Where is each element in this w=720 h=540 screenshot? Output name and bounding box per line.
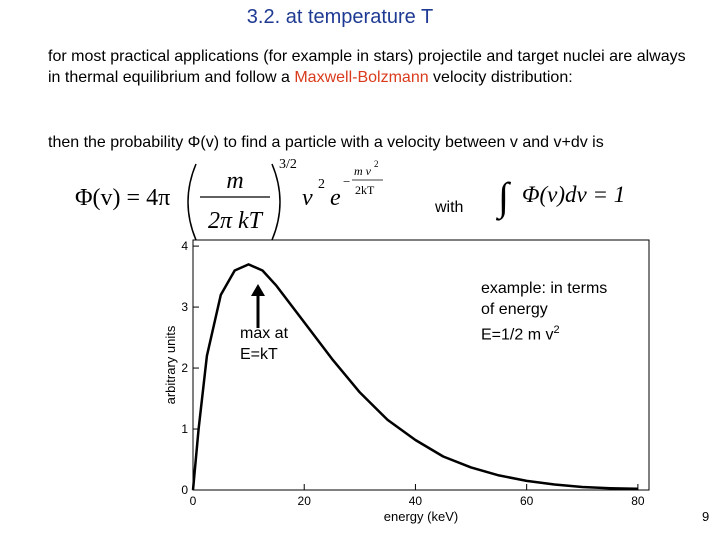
arrow-head (251, 284, 265, 296)
paren (271, 163, 281, 241)
annotation-line: E=1/2 m v (481, 326, 554, 344)
power: 3/2 (279, 157, 297, 172)
normalization: Φ(v)dv = 1 (522, 182, 625, 207)
probability-text: then the probability Φ(v) to find a part… (48, 134, 604, 151)
slide-title: 3.2. at temperature T (246, 6, 434, 28)
intro-paragraph: for most practical applications (for exa… (48, 46, 698, 88)
paren (187, 163, 197, 241)
annotation-line: max at (240, 325, 289, 342)
power: 2 (374, 159, 379, 169)
exp-denominator: 2kT (355, 183, 375, 197)
x-tick-label: 80 (631, 494, 645, 508)
formula-e: e (330, 185, 341, 211)
exp-numerator: m v (354, 164, 372, 178)
y-tick-label: 1 (181, 422, 188, 436)
formula: Φ(v) = 4π m 2π kT 3/2 v 2 e − m v 2 2kT … (75, 157, 625, 241)
highlight: Maxwell-Bolzmann (294, 69, 429, 86)
y-tick-label: 3 (181, 300, 188, 314)
y-axis-label: arbitrary units (163, 325, 178, 404)
annotation-line: E=kT (240, 346, 278, 363)
exp-sign: − (343, 174, 350, 189)
x-axis-label: energy (keV) (384, 509, 458, 524)
y-tick-label: 2 (181, 361, 188, 375)
with-text: with (434, 199, 463, 216)
numerator: m (226, 168, 243, 194)
denominator: 2π kT (208, 208, 264, 234)
page-number: 9 (702, 509, 710, 524)
annotation-max: max at E=kT (240, 323, 288, 365)
x-tick-label: 0 (190, 494, 197, 508)
y-tick-label: 4 (181, 239, 188, 253)
y-tick-label: 0 (181, 483, 188, 497)
formula-v: v (302, 185, 313, 211)
x-tick-label: 40 (409, 494, 423, 508)
x-tick-label: 20 (298, 494, 312, 508)
annotation-line: example: in terms (481, 280, 608, 297)
intro-text: velocity distribution: (428, 69, 573, 86)
integral: ∫ (495, 174, 512, 221)
formula-lhs: Φ(v) = 4π (75, 185, 170, 211)
intro-text: for most practical applications (for exa… (48, 48, 686, 86)
x-tick-label: 60 (520, 494, 534, 508)
annotation-line: of energy (481, 301, 548, 318)
plot-frame (192, 239, 650, 491)
power: 2 (318, 177, 325, 192)
superscript: 2 (553, 324, 560, 336)
curve (191, 263, 638, 491)
annotation-energy: example: in terms of energy E=1/2 m v2 (481, 278, 607, 345)
